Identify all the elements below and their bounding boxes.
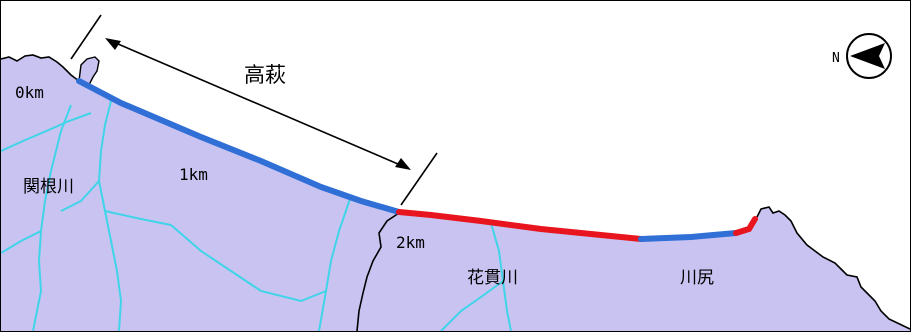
km-0-label: 0km xyxy=(15,83,44,102)
section-tick-end xyxy=(401,153,437,205)
section-name-label: 高萩 xyxy=(244,63,286,87)
north-arrow-icon: N xyxy=(832,34,891,78)
km-1-label: 1km xyxy=(179,165,208,184)
section-tick-start xyxy=(71,15,101,59)
land-area xyxy=(1,55,910,331)
river-hananuki-label: 花貫川 xyxy=(467,268,518,288)
km-2-label: 2km xyxy=(396,233,425,252)
river-sekine-label: 関根川 xyxy=(23,177,74,197)
north-letter: N xyxy=(832,51,840,66)
area-kawajiri-label: 川尻 xyxy=(680,268,714,288)
